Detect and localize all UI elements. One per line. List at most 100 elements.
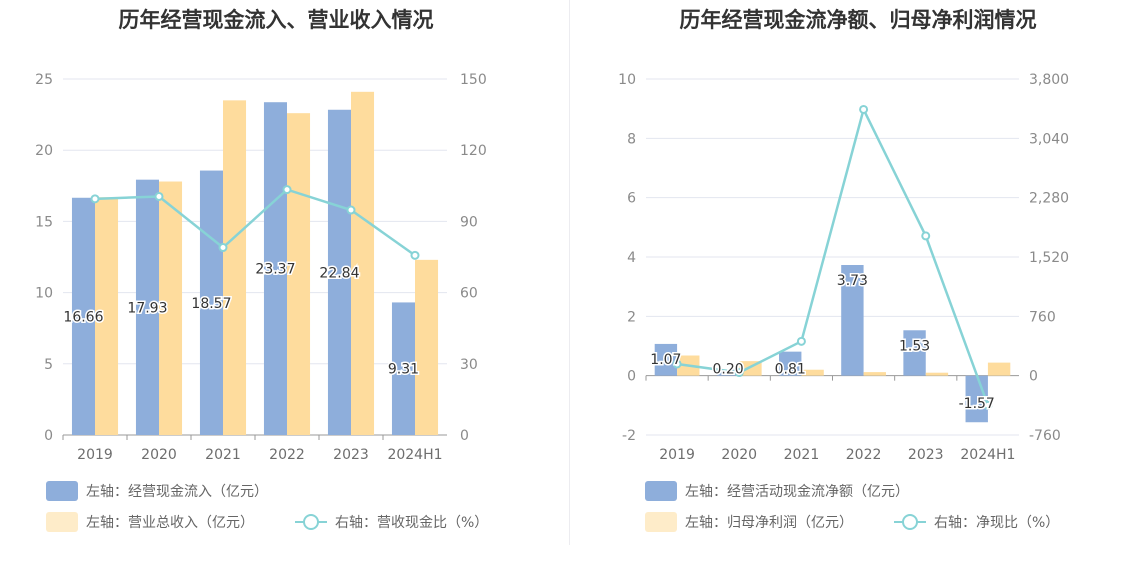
left-axis-tick: 0 (44, 428, 53, 444)
left-axis-tick: 5 (44, 357, 53, 373)
bar (263, 102, 287, 436)
right-axis-tick: 2,280 (1029, 191, 1069, 207)
left-axis-tick: 10 (618, 72, 636, 88)
x-axis-category-label: 2019 (77, 447, 113, 463)
bar (223, 100, 247, 436)
legend-swatch (46, 512, 78, 532)
right-axis-tick: 30 (460, 357, 478, 373)
left-axis-tick: 0 (627, 369, 636, 385)
left-axis-tick: 20 (35, 143, 53, 159)
x-axis-category-label: 2019 (659, 447, 695, 463)
line-point (921, 231, 931, 241)
right-axis-tick: 1,520 (1029, 250, 1069, 266)
right-axis-tick: 0 (1029, 369, 1038, 385)
bar (903, 330, 926, 376)
right-axis-tick: 90 (460, 214, 478, 230)
x-axis-category-label: 2021 (784, 447, 820, 463)
x-axis-category-label: 2024H1 (387, 447, 442, 463)
right-axis-tick: -760 (1029, 428, 1061, 444)
right-axis-tick: 150 (460, 72, 487, 88)
line-point (983, 400, 993, 410)
bar (159, 181, 183, 435)
line-point (154, 191, 164, 201)
left-axis-tick: 2 (627, 309, 636, 325)
x-axis-category-label: 2020 (721, 447, 757, 463)
right-axis-tick: 3,040 (1029, 131, 1069, 147)
bar (71, 197, 95, 435)
legend-swatch (645, 481, 677, 501)
bar (925, 372, 949, 376)
bar-data-label: 9.31 (388, 362, 419, 378)
bar (863, 372, 886, 376)
line-point (90, 194, 100, 204)
right-axis-tick: 3,800 (1029, 72, 1069, 88)
chart-title: 历年经营现金流净额、归母净利润情况 (680, 8, 1037, 32)
bar (654, 343, 678, 376)
bar (95, 197, 119, 435)
bar (987, 362, 1011, 376)
left-axis-tick: 8 (627, 131, 636, 147)
bar (716, 369, 740, 376)
bar (415, 259, 439, 435)
legend-label: 右轴：营收现金比（%） (335, 515, 488, 531)
legend-swatch (46, 481, 78, 501)
line-point (734, 368, 744, 378)
bar-data-label: 18.57 (191, 296, 231, 312)
legend-label: 左轴：营业总收入（亿元） (86, 515, 254, 531)
x-axis-category-label: 2023 (908, 447, 944, 463)
bar (841, 265, 864, 376)
bar (391, 302, 415, 435)
right-axis-tick: 0 (460, 428, 469, 444)
x-axis-category-label: 2020 (141, 447, 177, 463)
bar-data-label: 3.73 (837, 273, 868, 289)
line-point (796, 336, 806, 346)
bar-data-label: 1.07 (650, 352, 681, 368)
x-axis-category-label: 2022 (269, 447, 305, 463)
x-axis-category-label: 2022 (846, 447, 882, 463)
chart-title: 历年经营现金流入、营业收入情况 (119, 8, 434, 32)
right-axis-tick: 60 (460, 286, 478, 302)
legend-line-marker (902, 514, 918, 530)
line-point (672, 359, 682, 369)
left-axis-tick: 15 (35, 214, 53, 230)
right-axis-tick: 120 (460, 143, 487, 159)
x-axis-category-label: 2021 (205, 447, 241, 463)
right-axis-tick: 760 (1029, 309, 1056, 325)
x-axis-category-label: 2023 (333, 447, 369, 463)
bar-data-label: 17.93 (127, 300, 167, 316)
bar (287, 113, 311, 436)
legend-swatch (645, 512, 677, 532)
bar-data-label: 0.20 (712, 362, 743, 378)
legend-label: 右轴：净现比（%） (934, 515, 1059, 531)
line-point (282, 185, 292, 195)
left-axis-tick: 25 (35, 72, 53, 88)
left-axis-tick: 10 (35, 286, 53, 302)
left-axis-tick: 4 (627, 250, 636, 266)
legend-label: 左轴：归母净利润（亿元） (685, 514, 853, 531)
x-axis-category-label: 2024H1 (960, 447, 1015, 463)
bar (327, 109, 351, 436)
line-point (410, 250, 420, 260)
bar-data-label: 16.66 (63, 309, 103, 325)
bar (779, 351, 802, 376)
line-point (859, 104, 869, 114)
bar (199, 170, 223, 435)
bar-data-label: 23.37 (255, 262, 295, 278)
bar (801, 369, 824, 376)
legend-label: 左轴：经营现金流入（亿元） (86, 484, 268, 500)
line-point (218, 243, 228, 253)
bar-data-label: 0.81 (775, 362, 806, 378)
bar (351, 91, 375, 435)
bar-data-label: 22.84 (319, 265, 359, 281)
legend-line-marker (303, 514, 319, 530)
series-line (676, 105, 990, 406)
line-point (346, 205, 356, 215)
left-axis-tick: -2 (622, 428, 636, 444)
bar-data-label: 1.53 (899, 338, 930, 354)
bar (135, 179, 159, 435)
series-line (94, 188, 416, 257)
legend-label: 左轴：经营活动现金流净额（亿元） (685, 484, 909, 500)
bar-data-label: -1.57 (959, 396, 995, 412)
left-axis-tick: 6 (627, 191, 636, 207)
